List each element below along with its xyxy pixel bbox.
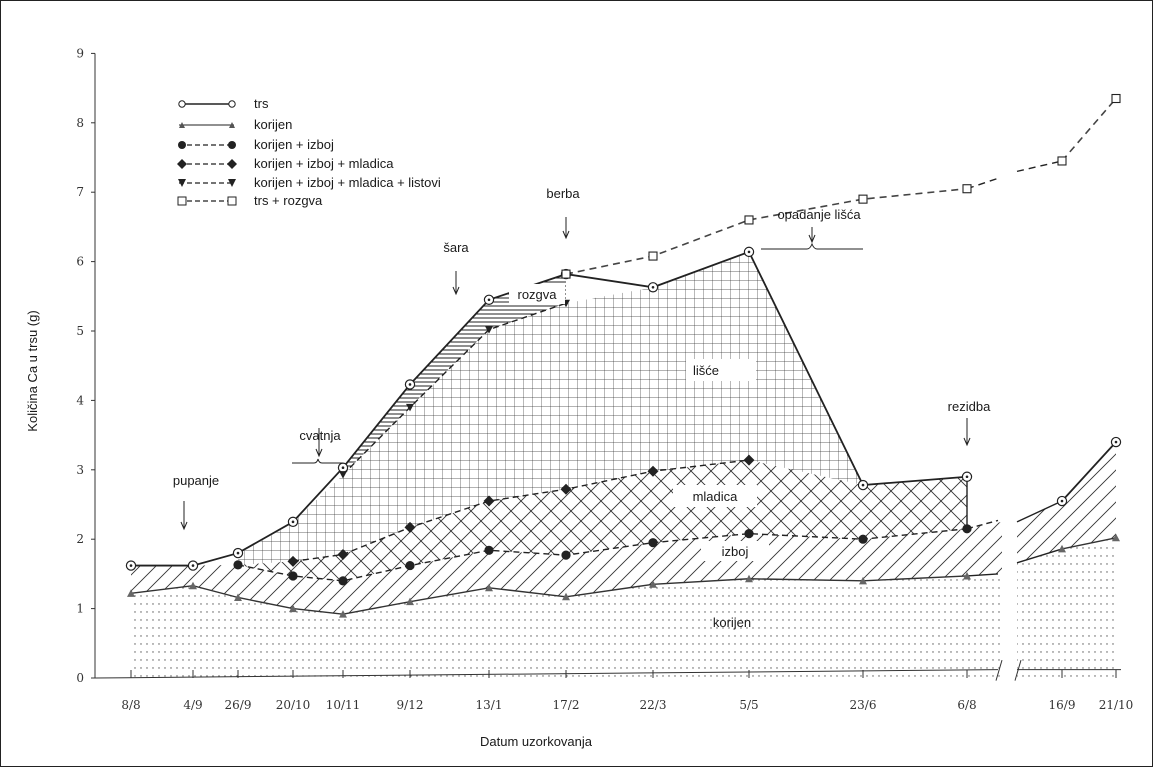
x-tick-label: 5/5 bbox=[739, 698, 758, 712]
annotation-sara-label: šara bbox=[443, 240, 469, 255]
marker-korijen-izboj bbox=[288, 571, 297, 580]
annotation-opadanje-lisca-label: opadanje lišća bbox=[777, 207, 861, 222]
marker-trs-rozgva bbox=[963, 185, 971, 193]
series-line-trs-rozgva bbox=[967, 178, 998, 188]
marker-korijen-izboj bbox=[405, 561, 414, 570]
marker-trs bbox=[962, 472, 971, 481]
marker-trs bbox=[288, 517, 297, 526]
y-tick-label: 7 bbox=[76, 185, 84, 199]
annotation-opadanje-lisca: opadanje lišća bbox=[761, 207, 863, 249]
legend-item-korijen: korijen bbox=[179, 117, 292, 132]
marker-korijen-izboj bbox=[233, 560, 242, 569]
series-line-trs-rozgva bbox=[1062, 99, 1116, 161]
x-tick-label: 21/10 bbox=[1099, 698, 1134, 712]
marker-korijen-izboj bbox=[962, 524, 971, 533]
legend-item-trs-rozgva: trs + rozgva bbox=[178, 193, 323, 208]
marker-trs bbox=[405, 380, 414, 389]
region-label-lisce: lišće bbox=[693, 363, 719, 378]
marker-trs bbox=[1057, 496, 1066, 505]
legend-label-korijen-izboj: korijen + izboj bbox=[254, 137, 334, 152]
annotation-sara: šara bbox=[443, 240, 469, 294]
region-label-korijen-group: korijen bbox=[713, 615, 751, 630]
x-tick-label: 9/12 bbox=[397, 698, 424, 712]
marker-korijen-izboj bbox=[744, 529, 753, 538]
legend-label-trs-rozgva: trs + rozgva bbox=[254, 193, 323, 208]
x-tick-label: 13/1 bbox=[476, 698, 503, 712]
y-tick-label: 0 bbox=[76, 671, 84, 685]
legend-label-trs: trs bbox=[254, 96, 269, 111]
y-tick-label: 6 bbox=[76, 255, 84, 269]
region-label-izboj-group: izboj bbox=[701, 541, 769, 561]
region-label-mladica: mladica bbox=[693, 489, 739, 504]
y-tick-label: 1 bbox=[76, 602, 84, 616]
marker-trs bbox=[126, 561, 135, 570]
region-label-izboj: izboj bbox=[722, 544, 749, 559]
legend: trs korijen korijen + izboj korijen + iz… bbox=[177, 96, 441, 208]
y-tick-label: 4 bbox=[76, 393, 84, 407]
marker-korijen-izboj bbox=[648, 538, 657, 547]
x-tick-label: 4/9 bbox=[183, 698, 202, 712]
region-label-mladica-group: mladica bbox=[673, 485, 757, 507]
annotation-cvatnja: cvatnja bbox=[292, 428, 343, 463]
x-tick-label: 26/9 bbox=[225, 698, 252, 712]
x-tick-label: 23/6 bbox=[850, 698, 877, 712]
y-tick-label: 5 bbox=[76, 324, 84, 338]
y-tick-label: 8 bbox=[76, 116, 84, 130]
x-axis-label: Datum uzorkovanja bbox=[480, 734, 593, 749]
annotation-pupanje-label: pupanje bbox=[173, 473, 219, 488]
region-label-lisce-group: lišće bbox=[686, 359, 756, 381]
marker-trs bbox=[338, 463, 347, 472]
x-tick-label: 16/9 bbox=[1049, 698, 1076, 712]
x-tick-label: 20/10 bbox=[276, 698, 311, 712]
series-line-trs-rozgva bbox=[1017, 161, 1062, 171]
y-axis-label: Količina Ca u trsu (g) bbox=[25, 310, 40, 431]
marker-trs bbox=[1111, 437, 1120, 446]
marker-trs bbox=[484, 295, 493, 304]
marker-trs-rozgva bbox=[1058, 157, 1066, 165]
marker-korijen-izboj bbox=[561, 551, 570, 560]
legend-item-korijen-izboj-mladica: korijen + izboj + mladica bbox=[177, 156, 394, 171]
annotation-rezidba-label: rezidba bbox=[948, 399, 991, 414]
marker-trs bbox=[188, 561, 197, 570]
x-tick-label: 6/8 bbox=[957, 698, 976, 712]
marker-trs bbox=[744, 247, 753, 256]
annotation-berba: berba bbox=[546, 186, 580, 238]
y-tick-label: 3 bbox=[76, 463, 84, 477]
legend-label-korijen-izboj-mladica-listovi: korijen + izboj + mladica + listovi bbox=[254, 175, 441, 190]
marker-trs bbox=[648, 283, 657, 292]
x-tick-label: 10/11 bbox=[326, 698, 361, 712]
region-label-rozgva: rozgva bbox=[517, 287, 557, 302]
marker-trs bbox=[233, 548, 242, 557]
marker-trs-rozgva bbox=[859, 195, 867, 203]
y-tick-label: 9 bbox=[76, 46, 84, 60]
x-tick-label: 17/2 bbox=[553, 698, 580, 712]
legend-item-korijen-izboj: korijen + izboj bbox=[178, 137, 334, 152]
y-tick-label: 2 bbox=[76, 532, 84, 546]
x-tick-label: 8/8 bbox=[121, 698, 140, 712]
annotation-pupanje: pupanje bbox=[173, 473, 219, 529]
series-line-trs-rozgva bbox=[566, 189, 967, 274]
legend-label-korijen: korijen bbox=[254, 117, 292, 132]
marker-korijen-izboj bbox=[484, 546, 493, 555]
region-label-korijen: korijen bbox=[713, 615, 751, 630]
legend-label-korijen-izboj-mladica: korijen + izboj + mladica bbox=[254, 156, 394, 171]
marker-trs-rozgva bbox=[649, 252, 657, 260]
marker-trs-rozgva bbox=[745, 216, 753, 224]
annotation-cvatnja-label: cvatnja bbox=[299, 428, 341, 443]
legend-item-trs: trs bbox=[179, 96, 269, 111]
marker-trs bbox=[858, 480, 867, 489]
annotation-berba-label: berba bbox=[546, 186, 580, 201]
marker-trs-rozgva bbox=[1112, 95, 1120, 103]
x-tick-label: 22/3 bbox=[640, 698, 667, 712]
marker-trs-rozgva bbox=[562, 270, 570, 278]
marker-korijen-izboj bbox=[338, 576, 347, 585]
legend-item-korijen-izboj-mladica-listovi: korijen + izboj + mladica + listovi bbox=[178, 175, 441, 190]
region-label-rozgva-group: rozgva bbox=[509, 284, 565, 304]
annotation-rezidba: rezidba bbox=[948, 399, 991, 445]
marker-korijen-izboj bbox=[858, 535, 867, 544]
